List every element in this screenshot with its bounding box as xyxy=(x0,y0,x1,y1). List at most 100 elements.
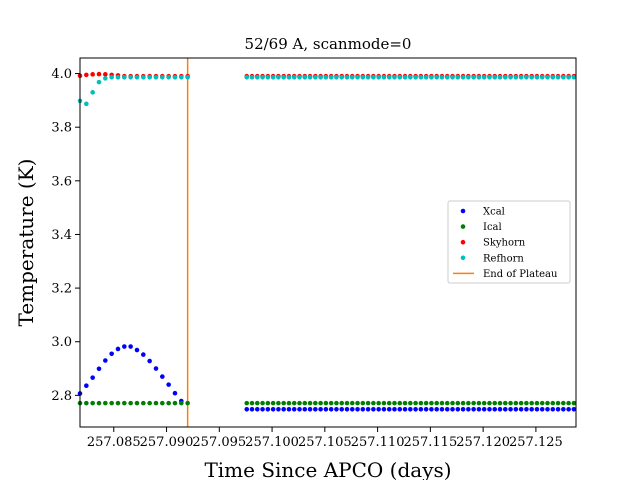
xcal-point xyxy=(561,407,566,412)
legend-label-ical: Ical xyxy=(483,222,502,233)
ical-point xyxy=(518,400,524,406)
ical-point xyxy=(128,400,133,406)
ical-point xyxy=(318,400,323,406)
ical-point xyxy=(508,400,513,406)
refhorn-point xyxy=(529,75,534,80)
refhorn-point xyxy=(179,75,184,80)
xcal-point xyxy=(128,344,133,349)
refhorn-point xyxy=(371,75,376,80)
xcal-point xyxy=(365,407,371,412)
ical-point xyxy=(172,400,178,406)
ical-point xyxy=(134,400,140,406)
refhorn-point xyxy=(481,75,487,80)
ical-point xyxy=(466,400,471,406)
ical-point xyxy=(534,400,540,406)
xcal-point xyxy=(328,407,334,412)
refhorn-point xyxy=(334,75,339,80)
xcal-point xyxy=(460,407,466,412)
x-tick-label: 257.110 xyxy=(351,435,405,450)
refhorn-point xyxy=(185,75,190,80)
refhorn-point xyxy=(328,75,334,80)
ical-point xyxy=(90,400,95,406)
xcal-point xyxy=(386,407,392,412)
xcal-point xyxy=(254,407,260,412)
refhorn-point xyxy=(160,75,165,80)
refhorn-point xyxy=(115,75,121,80)
refhorn-point xyxy=(291,75,297,80)
xcal-point xyxy=(455,407,461,412)
xcal-point xyxy=(166,382,171,387)
refhorn-point xyxy=(539,75,545,80)
refhorn-point xyxy=(141,75,146,80)
xcal-point xyxy=(518,407,524,412)
ical-point xyxy=(244,400,250,406)
ical-point xyxy=(397,400,403,406)
refhorn-point xyxy=(84,101,89,107)
ical-point xyxy=(371,400,376,406)
xcal-point xyxy=(90,375,95,380)
refhorn-point xyxy=(460,75,466,80)
refhorn-point xyxy=(307,75,313,80)
legend-label-end-of-plateau: End of Plateau xyxy=(483,269,558,280)
xcal-point xyxy=(286,407,292,412)
refhorn-point xyxy=(497,75,503,80)
ical-point xyxy=(392,400,397,406)
refhorn-point xyxy=(550,75,556,80)
ical-point xyxy=(344,400,350,406)
xcal-point xyxy=(423,407,429,412)
skyhorn-point xyxy=(96,71,102,77)
y-axis-label: Temperature (K) xyxy=(14,159,38,327)
xcal-point xyxy=(566,407,571,412)
refhorn-point xyxy=(276,75,281,80)
ical-point xyxy=(276,400,281,406)
ical-point xyxy=(476,400,482,406)
refhorn-point xyxy=(555,75,561,80)
xcal-point xyxy=(249,407,255,412)
ical-point xyxy=(413,400,418,406)
ical-point xyxy=(487,400,492,406)
xcal-point xyxy=(381,407,387,412)
xcal-point xyxy=(153,366,159,371)
refhorn-point xyxy=(323,75,329,80)
ical-point xyxy=(381,400,387,406)
x-tick-label: 257.105 xyxy=(298,435,352,450)
ical-point xyxy=(281,400,286,406)
refhorn-point xyxy=(418,75,424,80)
xcal-point xyxy=(122,344,127,349)
ticks-layer: 257.085 257.090 257.095 257.100 257.105 257.1… xyxy=(51,67,562,450)
xcal-point xyxy=(270,407,276,412)
x-tick-label: 257.095 xyxy=(192,435,246,450)
refhorn-point xyxy=(166,75,171,80)
refhorn-point xyxy=(281,75,286,80)
legend-label-xcal: Xcal xyxy=(483,207,505,218)
refhorn-point xyxy=(318,75,323,80)
xcal-point xyxy=(307,407,313,412)
x-tick-label: 257.090 xyxy=(140,435,194,450)
ical-point xyxy=(254,400,260,406)
ical-point xyxy=(122,400,127,406)
ical-point xyxy=(103,400,108,406)
xcal-point xyxy=(147,358,152,364)
refhorn-point xyxy=(513,75,519,80)
ical-point xyxy=(96,400,102,406)
refhorn-point xyxy=(392,75,397,80)
ical-point xyxy=(408,400,413,406)
ical-point xyxy=(555,400,561,406)
refhorn-point xyxy=(297,75,302,80)
refhorn-point xyxy=(566,75,571,80)
refhorn-point xyxy=(260,75,265,80)
ical-point xyxy=(471,400,476,406)
ical-point xyxy=(297,400,302,406)
refhorn-point xyxy=(381,75,387,80)
xcal-point xyxy=(392,407,397,412)
ical-point xyxy=(402,400,408,406)
ical-point xyxy=(455,400,461,406)
points-layer xyxy=(77,71,577,412)
ical-point xyxy=(460,400,466,406)
xcal-point xyxy=(360,407,366,412)
xcal-point xyxy=(172,390,178,396)
refhorn-point xyxy=(571,75,577,80)
ical-point xyxy=(185,400,190,406)
xcal-point xyxy=(529,407,534,412)
legend-label-skyhorn: Skyhorn xyxy=(483,238,526,249)
